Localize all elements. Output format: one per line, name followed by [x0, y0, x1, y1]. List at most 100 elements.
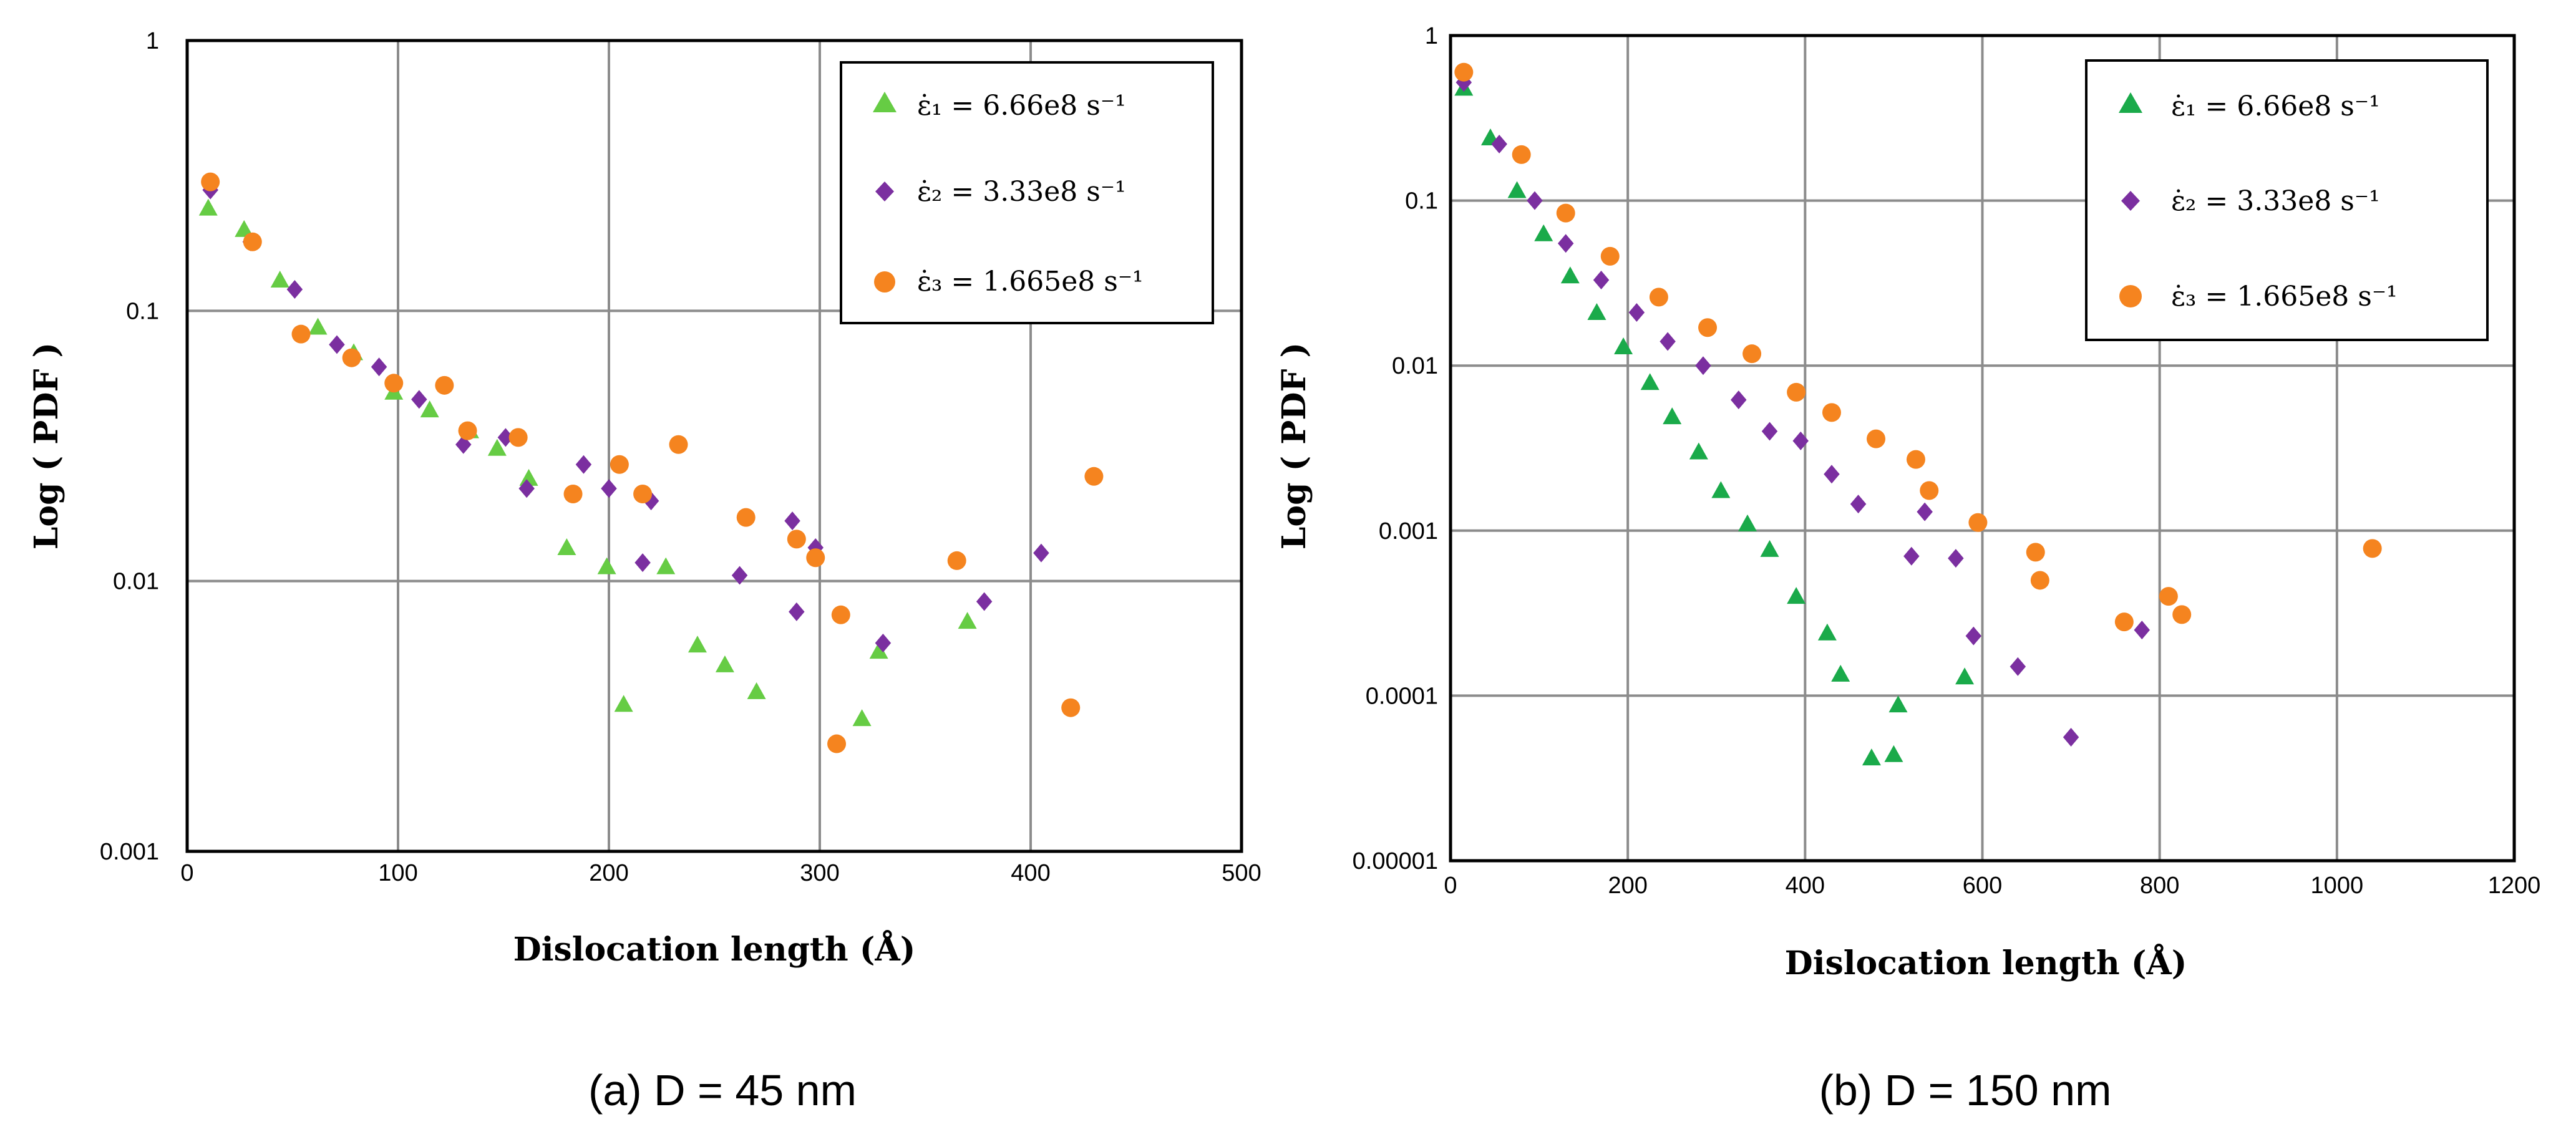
- legend-item-series-2: ε̇₂ = 3.33e8 s⁻¹: [2121, 185, 2380, 217]
- data-point: [2172, 605, 2192, 624]
- data-point: [1587, 302, 1606, 320]
- legend-label: ε̇₂ = 3.33e8 s⁻¹: [917, 176, 1126, 208]
- data-point: [1711, 481, 1731, 498]
- x-tick-label: 600: [1963, 873, 2002, 899]
- data-point: [947, 551, 966, 570]
- data-point: [1903, 546, 1920, 566]
- legend-item-series-3: ε̇₃ = 1.665e8 s⁻¹: [2119, 281, 2398, 312]
- data-point: [435, 375, 454, 395]
- series-circle: [1454, 62, 2382, 632]
- y-tick-label: 0.1: [1405, 188, 1438, 215]
- data-point: [270, 270, 289, 288]
- series-diamond: [202, 180, 1049, 652]
- data-point: [1867, 429, 1885, 448]
- data-point: [1822, 403, 1841, 422]
- data-point: [563, 485, 583, 504]
- data-point: [1968, 513, 1988, 532]
- data-point: [787, 530, 806, 549]
- data-point: [235, 220, 254, 237]
- x-tick-label: 400: [1011, 860, 1050, 886]
- x-tick-label: 0: [180, 860, 193, 886]
- data-points: [198, 172, 1104, 753]
- data-point: [1556, 203, 1575, 223]
- x-tick-labels: 0 100 200 300 400 500: [180, 860, 1261, 886]
- x-tick-label: 1000: [2311, 873, 2364, 899]
- data-point: [371, 357, 387, 377]
- data-point: [634, 553, 651, 573]
- data-point: [1527, 191, 1543, 210]
- data-point: [2363, 539, 2382, 558]
- data-point: [1817, 623, 1837, 641]
- x-tick-label: 200: [1608, 873, 1647, 899]
- data-point: [688, 636, 707, 653]
- data-point: [1917, 502, 1933, 521]
- data-point: [458, 421, 477, 440]
- x-tick-label: 500: [1222, 860, 1261, 886]
- data-point: [508, 428, 528, 447]
- data-point: [519, 468, 538, 486]
- data-point: [487, 438, 507, 456]
- data-point: [1831, 664, 1850, 682]
- data-point: [1965, 626, 1982, 646]
- chart-panel-b: 0.00001 0.0001 0.001 0.01 0.1 1 0 200 400 600 800…: [1275, 23, 2540, 1115]
- data-point: [869, 642, 888, 659]
- data-point: [1955, 667, 1975, 685]
- y-tick-labels: 0.001 0.01 0.1 1: [100, 28, 159, 865]
- data-point: [1033, 543, 1049, 563]
- panel-caption: (b) D = 150 nm: [1819, 1066, 2112, 1115]
- data-point: [1862, 748, 1881, 766]
- x-tick-label: 800: [2140, 873, 2179, 899]
- data-point: [731, 566, 748, 585]
- data-point: [2030, 571, 2049, 590]
- y-tick-label: 0.01: [113, 569, 159, 595]
- data-point: [1560, 266, 1580, 284]
- data-point: [1649, 288, 1668, 307]
- data-point: [1888, 695, 1908, 713]
- diamond-marker-icon: [2121, 191, 2140, 211]
- data-point: [852, 709, 872, 727]
- data-point: [497, 428, 514, 447]
- data-point: [1640, 373, 1660, 390]
- data-point: [1084, 467, 1104, 486]
- legend-item-series-2: ε̇₂ = 3.33e8 s⁻¹: [875, 176, 1126, 208]
- data-point: [1614, 337, 1633, 355]
- data-point: [1787, 587, 1806, 604]
- legend-item-series-1: ε̇₁ = 6.66e8 s⁻¹: [2119, 90, 2380, 122]
- data-point: [1920, 481, 1939, 500]
- data-point: [784, 511, 800, 531]
- data-point: [669, 435, 688, 454]
- data-point: [789, 602, 805, 621]
- chart-panel-a: 0.001 0.01 0.1 1 0 100 200 300 400 500 ε̇₁ = 6.6…: [27, 28, 1261, 1115]
- data-point: [827, 734, 847, 753]
- data-point: [286, 280, 303, 299]
- series-triangle: [198, 198, 977, 727]
- y-tick-label: 0.0001: [1366, 683, 1438, 709]
- data-point: [411, 390, 427, 409]
- data-point: [1512, 145, 1531, 164]
- legend-item-series-1: ε̇₁ = 6.66e8 s⁻¹: [873, 90, 1126, 122]
- data-point: [329, 335, 345, 354]
- series-diamond: [1456, 73, 2150, 747]
- data-point: [875, 633, 892, 652]
- series-triangle: [1454, 79, 1975, 766]
- y-axis-title: Log ( PDF ): [1275, 342, 1313, 549]
- data-point: [342, 348, 361, 367]
- data-point: [1628, 302, 1645, 322]
- y-tick-label: 1: [1425, 23, 1438, 49]
- data-point: [601, 479, 617, 498]
- triangle-marker-icon: [2119, 92, 2142, 113]
- x-tick-label: 300: [800, 860, 839, 886]
- y-tick-label: 1: [146, 28, 159, 54]
- x-axis-title: Dislocation length (Å): [1785, 944, 2187, 982]
- data-point: [1824, 465, 1840, 484]
- data-point: [1906, 450, 1925, 469]
- data-point: [1792, 431, 1809, 450]
- triangle-marker-icon: [873, 92, 897, 112]
- data-point: [518, 479, 535, 498]
- data-point: [1600, 246, 1620, 266]
- data-point: [201, 172, 220, 191]
- data-point: [557, 538, 576, 555]
- legend-label: ε̇₃ = 1.665e8 s⁻¹: [917, 266, 1144, 298]
- x-tick-label: 0: [1444, 873, 1457, 899]
- data-point: [198, 198, 218, 216]
